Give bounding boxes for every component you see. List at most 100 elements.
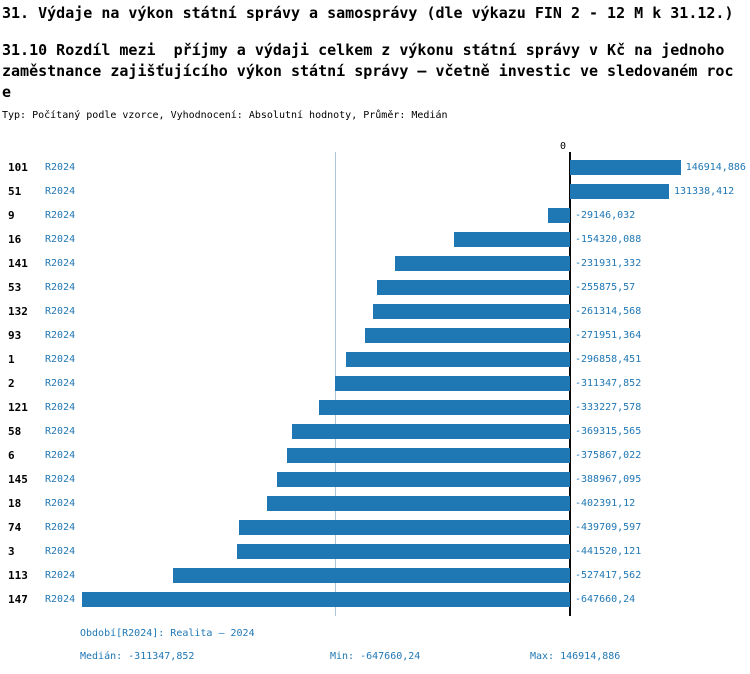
bar[interactable] (453, 232, 570, 247)
bar-value-label: 146914,886 (685, 162, 746, 173)
row-id: 3 (8, 545, 15, 558)
row-id: 2 (8, 377, 15, 390)
footer-median: Medián: -311347,852 (80, 651, 195, 662)
footer-min: Min: -647660,24 (330, 651, 421, 662)
bar[interactable] (82, 592, 570, 607)
chart-row: 121 R2024 -333227,578 (0, 396, 750, 420)
row-series-label: R2024 (45, 498, 76, 509)
row-id: 53 (8, 281, 22, 294)
row-series-label: R2024 (45, 546, 76, 557)
row-id: 113 (8, 569, 28, 582)
bar-value-label: -29146,032 (575, 210, 636, 221)
bar[interactable] (286, 448, 570, 463)
row-series-label: R2024 (45, 570, 76, 581)
chart-row: 2 R2024 -311347,852 (0, 372, 750, 396)
bar-value-label: -154320,088 (575, 234, 642, 245)
bar[interactable] (237, 544, 570, 559)
bar-value-label: -333227,578 (575, 402, 642, 413)
row-id: 101 (8, 161, 28, 174)
report-subtitle: 31.10 Rozdíl mezi příjmy a výdaji celkem… (2, 41, 734, 101)
row-series-label: R2024 (45, 234, 76, 245)
row-id: 141 (8, 257, 28, 270)
bar-value-label: 131338,412 (674, 186, 735, 197)
chart-row: 6 R2024 -375867,022 (0, 444, 750, 468)
chart-row: 1 R2024 -296858,451 (0, 348, 750, 372)
bar-value-label: -527417,562 (575, 570, 642, 581)
bar[interactable] (570, 184, 669, 199)
bar-value-label: -439709,597 (575, 522, 642, 533)
bar[interactable] (276, 472, 570, 487)
bar-value-label: -441520,121 (575, 546, 642, 557)
bar[interactable] (548, 208, 570, 223)
row-series-label: R2024 (45, 474, 76, 485)
row-series-label: R2024 (45, 210, 76, 221)
row-id: 132 (8, 305, 28, 318)
bar-value-label: -231931,332 (575, 258, 642, 269)
row-series-label: R2024 (45, 354, 76, 365)
row-series-label: R2024 (45, 450, 76, 461)
row-id: 9 (8, 209, 15, 222)
row-id: 18 (8, 497, 22, 510)
footer-period: Období[R2024]: Realita – 2024 (80, 628, 255, 639)
row-series-label: R2024 (45, 426, 76, 437)
bar[interactable] (395, 256, 570, 271)
bar-value-label: -255875,57 (575, 282, 636, 293)
zero-axis-label: 0 (559, 141, 566, 152)
zero-axis-line (569, 152, 571, 616)
footer-max: Max: 146914,886 (530, 651, 621, 662)
chart-row: 141 R2024 -231931,332 (0, 252, 750, 276)
row-id: 58 (8, 425, 22, 438)
bar[interactable] (291, 424, 570, 439)
bar-value-label: -296858,451 (575, 354, 642, 365)
row-id: 93 (8, 329, 22, 342)
bar[interactable] (318, 400, 570, 415)
chart-row: 74 R2024 -439709,597 (0, 516, 750, 540)
bar[interactable] (373, 304, 570, 319)
bar-value-label: -402391,12 (575, 498, 636, 509)
bar[interactable] (266, 496, 570, 511)
row-series-label: R2024 (45, 282, 76, 293)
report-title: 31. Výdaje na výkon státní správy a samo… (2, 4, 734, 22)
bar[interactable] (238, 520, 570, 535)
chart-row: 51 R2024 131338,412 (0, 180, 750, 204)
bar[interactable] (172, 568, 570, 583)
row-series-label: R2024 (45, 594, 76, 605)
bar[interactable] (335, 376, 570, 391)
bar[interactable] (346, 352, 570, 367)
chart-rows: 101 R2024 146914,886 51 R2024 131338,412 9 R202… (0, 156, 750, 612)
row-series-label: R2024 (45, 330, 76, 341)
chart-row: 9 R2024 -29146,032 (0, 204, 750, 228)
chart-row: 58 R2024 -369315,565 (0, 420, 750, 444)
row-series-label: R2024 (45, 258, 76, 269)
row-series-label: R2024 (45, 306, 76, 317)
bar[interactable] (377, 280, 570, 295)
bar-value-label: -369315,565 (575, 426, 642, 437)
row-series-label: R2024 (45, 186, 76, 197)
row-id: 1 (8, 353, 15, 366)
row-id: 74 (8, 521, 22, 534)
chart-row: 16 R2024 -154320,088 (0, 228, 750, 252)
bar[interactable] (365, 328, 570, 343)
row-id: 51 (8, 185, 22, 198)
chart-row: 145 R2024 -388967,095 (0, 468, 750, 492)
row-id: 6 (8, 449, 15, 462)
bar-value-label: -647660,24 (575, 594, 636, 605)
chart-row: 113 R2024 -527417,562 (0, 564, 750, 588)
row-series-label: R2024 (45, 162, 76, 173)
row-id: 145 (8, 473, 28, 486)
bar[interactable] (570, 160, 681, 175)
chart-row: 53 R2024 -255875,57 (0, 276, 750, 300)
row-series-label: R2024 (45, 402, 76, 413)
chart-row: 101 R2024 146914,886 (0, 156, 750, 180)
bar-value-label: -271951,364 (575, 330, 642, 341)
chart-row: 132 R2024 -261314,568 (0, 300, 750, 324)
bar-value-label: -375867,022 (575, 450, 642, 461)
chart-row: 147 R2024 -647660,24 (0, 588, 750, 612)
row-id: 16 (8, 233, 22, 246)
row-series-label: R2024 (45, 522, 76, 533)
bar-value-label: -311347,852 (575, 378, 642, 389)
chart-row: 93 R2024 -271951,364 (0, 324, 750, 348)
row-id: 121 (8, 401, 28, 414)
chart-row: 18 R2024 -402391,12 (0, 492, 750, 516)
